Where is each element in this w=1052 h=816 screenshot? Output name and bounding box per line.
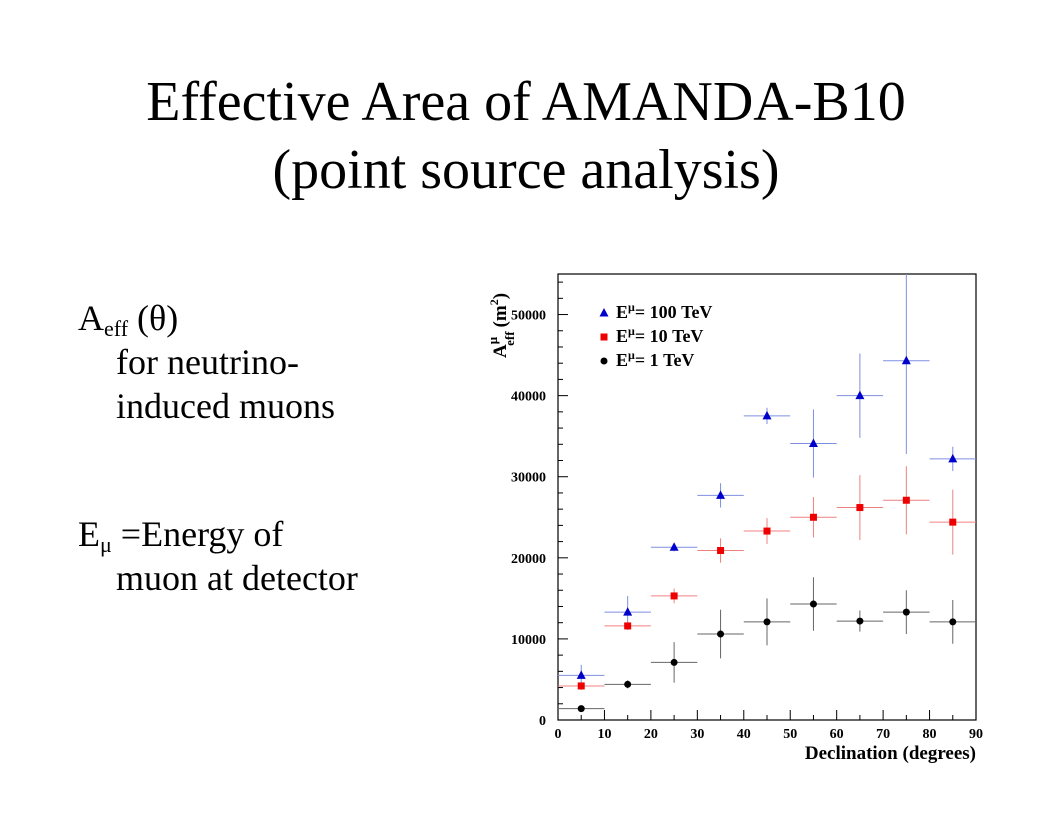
legend-entry: Eμ= 100 TeV: [616, 300, 712, 322]
data-point: [670, 592, 678, 600]
data-point: [716, 490, 726, 499]
legend-label: = 10 TeV: [635, 326, 704, 346]
series-circle: [558, 577, 976, 713]
legend-entry: Eμ= 10 TeV: [616, 324, 703, 346]
slide-title: Effective Area of AMANDA-B10 (point sour…: [0, 68, 1052, 204]
effective-area-chart: 0 10 20 30 40 50 60 70 80 90 0 10000 20000 30000 4000…: [485, 273, 983, 764]
legend-label: = 1 TeV: [635, 350, 695, 370]
series-square: [558, 466, 976, 690]
y-tick-label: 10000: [511, 633, 546, 648]
x-tick-label: 20: [644, 727, 658, 742]
x-tick-label: 40: [737, 727, 751, 742]
y-tick-label: 30000: [511, 471, 546, 486]
aeff-heading: Aeff (θ): [78, 296, 458, 340]
y-tick-label: 40000: [511, 390, 546, 405]
y-label-unit-exp: 2: [487, 299, 501, 305]
emu-subscript: μ: [100, 532, 112, 557]
y-axis: 0 10000 20000 30000 40000 50000: [511, 281, 568, 729]
data-point: [856, 504, 864, 512]
legend-entry: Eμ= 1 TeV: [616, 348, 694, 370]
data-point: [809, 513, 817, 521]
y-label-close: ): [490, 293, 511, 299]
data-point: [762, 410, 772, 420]
legend-sup: μ: [628, 300, 635, 314]
emu-definition: =Energy of: [120, 514, 284, 554]
data-point: [855, 390, 865, 400]
legend-marker: [599, 308, 609, 317]
x-tick-label: 30: [690, 727, 704, 742]
x-tick-label: 70: [876, 727, 890, 742]
legend-sup: μ: [628, 324, 635, 338]
y-label-sub: eff: [502, 331, 517, 346]
data-point: [624, 622, 632, 630]
x-tick-label: 10: [597, 727, 611, 742]
body-text: Aeff (θ) for neutrino- induced muons Eμ …: [78, 296, 458, 600]
data-point: [948, 453, 958, 463]
title-line-2: (point source analysis): [272, 139, 780, 201]
legend-marker: [600, 333, 608, 341]
emu-desc-line: muon at detector: [116, 558, 358, 598]
x-tick-label: 60: [830, 727, 844, 742]
data-point: [623, 607, 633, 616]
x-axis-label: Declination (degrees): [805, 743, 976, 764]
data-point: [717, 547, 725, 555]
data-point: [624, 680, 632, 688]
data-point: [949, 518, 957, 526]
data-point: [717, 630, 725, 638]
legend-symbol: E: [616, 326, 628, 346]
aeff-desc-line-2: induced muons: [116, 386, 335, 426]
x-tick-label: 50: [783, 727, 797, 742]
data-point: [576, 670, 586, 679]
x-axis: 0 10 20 30 40 50 60 70 80 90: [555, 710, 983, 742]
data-point: [669, 542, 679, 551]
emu-symbol: E: [78, 514, 100, 554]
data-point: [901, 355, 911, 365]
data-point: [670, 658, 678, 666]
title-line-1: Effective Area of AMANDA-B10: [146, 71, 906, 133]
y-axis-label: Aμ eff (m2): [485, 293, 517, 358]
data-point: [763, 527, 771, 535]
aeff-subscript: eff: [104, 316, 129, 341]
y-tick-label: 50000: [511, 309, 546, 324]
y-label-main: A: [490, 344, 511, 358]
legend-label: = 100 TeV: [635, 302, 713, 322]
data-point: [856, 617, 864, 625]
legend-symbol: E: [616, 350, 628, 370]
y-label-sup: μ: [485, 336, 500, 344]
y-tick-label: 20000: [511, 552, 546, 567]
legend-sup: μ: [628, 348, 635, 362]
data-point: [902, 496, 910, 504]
data-point: [808, 438, 818, 447]
y-label-unit: (m: [490, 305, 511, 327]
x-tick-label: 80: [923, 727, 937, 742]
x-tick-label: 0: [555, 727, 562, 742]
emu-heading: Eμ =Energy of: [78, 512, 458, 556]
data-point: [577, 705, 585, 713]
legend-symbol: E: [616, 302, 628, 322]
data-point: [949, 618, 957, 626]
legend-marker: [600, 357, 608, 365]
data-point: [809, 600, 817, 608]
data-point: [577, 682, 585, 690]
data-point: [902, 608, 910, 616]
series-triangle: [558, 274, 976, 686]
data-point: [763, 618, 771, 626]
aeff-argument: (θ): [137, 298, 179, 338]
aeff-symbol: A: [78, 298, 104, 338]
aeff-desc-line-1: for neutrino-: [116, 342, 299, 382]
y-tick-label: 0: [539, 714, 546, 729]
x-tick-label: 90: [969, 727, 983, 742]
data-series: [558, 274, 976, 713]
